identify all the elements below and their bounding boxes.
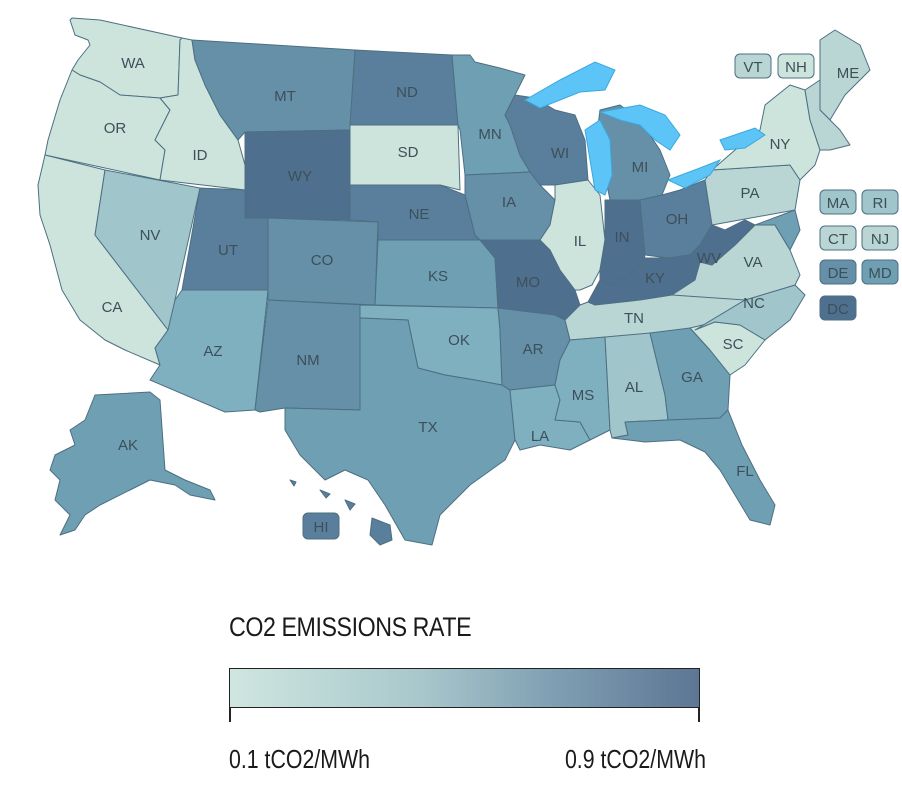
box-MA-rect[interactable] xyxy=(819,189,857,215)
box-CT[interactable]: CT xyxy=(819,225,857,251)
box-DE[interactable]: DE xyxy=(819,259,857,285)
box-MD-rect[interactable] xyxy=(861,259,899,285)
state-ND[interactable] xyxy=(349,49,459,126)
lake-huron xyxy=(598,104,681,151)
state-NM[interactable] xyxy=(254,299,366,413)
state-IL[interactable] xyxy=(539,179,606,291)
legend-tick-min xyxy=(229,708,231,722)
state-ME[interactable] xyxy=(819,29,871,121)
lake-ontario xyxy=(719,127,766,151)
state-KS[interactable] xyxy=(374,239,499,309)
state-CO[interactable] xyxy=(267,217,379,306)
box-CT-rect[interactable] xyxy=(819,225,857,251)
box-MA[interactable]: MA xyxy=(819,189,857,215)
state-NE-small xyxy=(804,79,851,151)
state-NY[interactable] xyxy=(711,84,821,181)
box-NJ-rect[interactable] xyxy=(861,225,899,251)
box-MD[interactable]: MD xyxy=(861,259,899,285)
state-WV[interactable] xyxy=(689,219,756,266)
state-AZ[interactable] xyxy=(149,289,269,413)
box-DC-rect[interactable] xyxy=(819,295,857,321)
box-NJ[interactable]: NJ xyxy=(861,225,899,251)
box-DC[interactable]: DC xyxy=(819,295,857,321)
state-HI[interactable] xyxy=(369,517,393,546)
state-WY[interactable] xyxy=(244,129,351,221)
box-VT[interactable]: VT xyxy=(734,53,772,79)
state-FL[interactable] xyxy=(611,409,776,526)
legend-tick-max xyxy=(698,708,700,722)
box-NH-rect[interactable] xyxy=(777,53,815,79)
legend-color-scale xyxy=(229,668,700,708)
legend-title: CO2 EMISSIONS RATE xyxy=(229,612,472,642)
box-HI[interactable]: HI xyxy=(302,512,340,540)
box-HI-rect[interactable] xyxy=(302,512,340,540)
state-AK[interactable] xyxy=(49,391,216,536)
legend-min-label: 0.1 tCO2/MWh xyxy=(229,744,370,774)
state-HI-islands xyxy=(289,479,356,511)
us-map: WA OR CA ID NV MT WY UT AZ CO NM ND SD N… xyxy=(37,17,899,546)
box-RI[interactable]: RI xyxy=(861,189,899,215)
box-RI-rect[interactable] xyxy=(861,189,899,215)
box-VT-rect[interactable] xyxy=(734,53,772,79)
legend-max-label: 0.9 tCO2/MWh xyxy=(565,744,706,774)
lake-michigan xyxy=(584,119,613,196)
lake-superior xyxy=(523,61,616,109)
state-SD[interactable] xyxy=(349,124,461,191)
state-TX[interactable] xyxy=(284,317,516,546)
great-lakes xyxy=(523,61,766,196)
box-NH[interactable]: NH xyxy=(777,53,815,79)
state-NC[interactable] xyxy=(694,284,806,341)
lake-erie xyxy=(666,158,722,189)
box-DE-rect[interactable] xyxy=(819,259,857,285)
state-MD-DE-area xyxy=(754,209,801,251)
